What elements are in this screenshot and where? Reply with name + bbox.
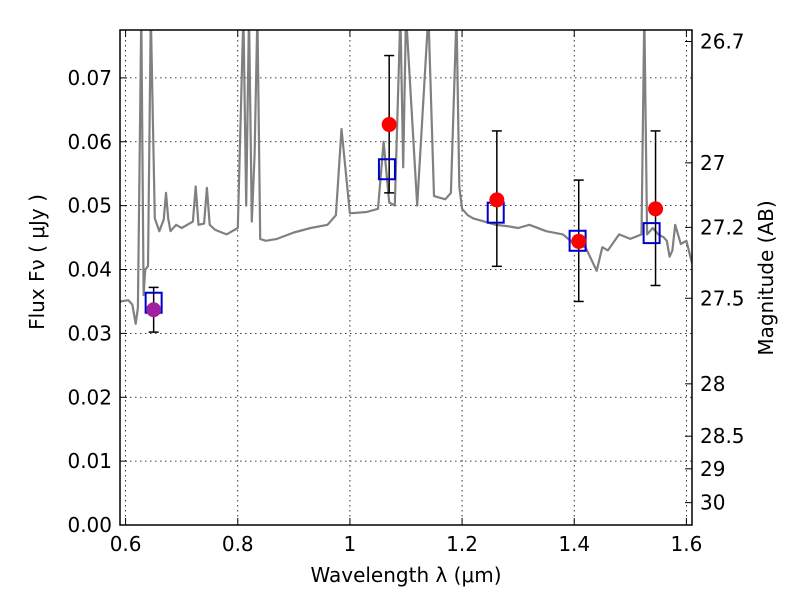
plot-frame: [119, 29, 693, 526]
y-tick-label: 0.07: [67, 66, 112, 90]
observed-point: [146, 302, 162, 318]
y-tick-label: 0.00: [67, 513, 112, 537]
x-tick-label: 0.8: [222, 532, 254, 556]
x-tick-label: 1.4: [558, 532, 590, 556]
x-axis-label: Wavelength λ (μm): [310, 563, 501, 587]
right-tick-label: 28.5: [700, 424, 745, 448]
y-tick-label: 0.03: [67, 321, 112, 345]
right-tick-label: 29: [700, 457, 725, 481]
y-tick-label: 0.05: [67, 194, 112, 218]
observed-point: [381, 117, 397, 133]
right-tick-label: 28: [700, 372, 725, 396]
y-axis-label: Flux Fν ( μJy ): [25, 194, 49, 330]
y-tick-label: 0.01: [67, 449, 112, 473]
right-tick-label: 27.5: [700, 286, 745, 310]
x-tick-label: 1.6: [670, 532, 702, 556]
right-tick-label: 27.2: [700, 215, 745, 239]
right-tick-label: 26.7: [700, 29, 745, 53]
y-tick-label: 0.06: [67, 130, 112, 154]
synthetic-square: [642, 222, 661, 245]
tick-layer: 0.6 0.8 1 1.2 1.4 1.6 0.00 0.01 0.02 0.03 0.04 0.05…: [67, 29, 744, 556]
y-tick-label: 0.04: [67, 258, 112, 282]
grid-layer: [120, 30, 692, 526]
y-axis-right-label: Magnitude (AB): [754, 200, 778, 355]
synthetic-square: [377, 158, 396, 181]
model-spectrum-line: [120, 30, 692, 325]
marker-layer: [144, 54, 664, 333]
observed-point: [648, 201, 664, 217]
observed-point: [571, 233, 587, 249]
x-tick-label: 1: [344, 532, 357, 556]
right-tick-label: 30: [700, 491, 725, 515]
x-tick-label: 1.2: [446, 532, 478, 556]
series-layer: [120, 30, 692, 325]
x-tick-label: 0.6: [110, 532, 142, 556]
right-tick-label: 27: [700, 151, 725, 175]
observed-point: [489, 192, 505, 208]
y-tick-label: 0.02: [67, 385, 112, 409]
